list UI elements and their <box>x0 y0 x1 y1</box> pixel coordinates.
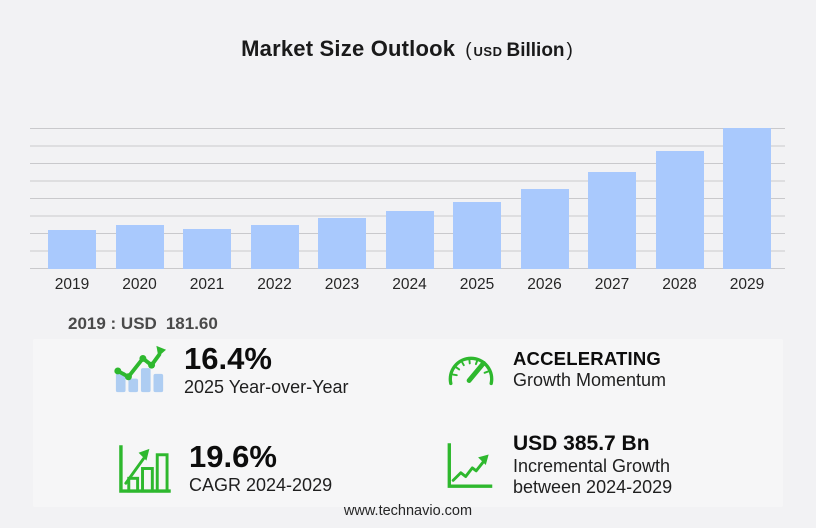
x-tick-label-2028: 2028 <box>662 276 697 293</box>
momentum-value: ACCELERATING <box>513 348 661 369</box>
x-tick-label-2020: 2020 <box>122 276 157 293</box>
line-chart-arrow-icon <box>447 442 493 488</box>
bar-2028 <box>655 150 704 269</box>
base-year-note-prefix: 2019 : USD <box>68 314 157 333</box>
x-tick-label-2023: 2023 <box>324 276 360 293</box>
bar-2020 <box>115 224 164 269</box>
yoy-label: 2025 Year-over-Year <box>184 376 349 397</box>
bar-2024 <box>385 211 434 269</box>
title-scale: Billion <box>506 40 565 61</box>
stat-cagr: 19.6% CAGR 2024-2029 <box>115 439 333 497</box>
bar-2025 <box>453 201 501 269</box>
title-paren-close: ) <box>566 40 573 61</box>
bar-series <box>30 113 785 269</box>
bar-chart-trend-up-icon <box>114 346 167 393</box>
bar-2023 <box>318 218 366 269</box>
stat-yoy-growth: 16.4% 2025 Year-over-Year <box>113 341 349 399</box>
title-paren-open: ( <box>465 40 472 61</box>
x-axis-labels: 2019 2020 2021 2022 2023 2024 2025 2026 2027 2028… <box>30 276 785 294</box>
x-tick-label-2026: 2026 <box>527 276 562 293</box>
bar-chart-growth-icon <box>119 445 171 493</box>
speedometer-icon <box>448 357 494 386</box>
website-url: www.technavio.com <box>343 503 473 519</box>
page-title: Market Size Outlook ( USD Billion ) <box>0 36 816 62</box>
base-year-note-value: 181.60 <box>165 314 218 333</box>
momentum-label: Growth Momentum <box>513 369 667 390</box>
chart-plot-area <box>30 113 785 269</box>
bar-2027 <box>588 171 636 269</box>
stat-growth-momentum: ACCELERATING Growth Momentum <box>446 348 667 392</box>
stat-incremental-growth: USD 385.7 Bn Incremental Growth between … <box>444 432 691 499</box>
bar-2022 <box>250 224 299 269</box>
incremental-value: USD 385.7 Bn <box>513 432 650 455</box>
yoy-value: 16.4% <box>184 341 272 376</box>
bar-2029 <box>723 127 771 269</box>
x-tick-label-2021: 2021 <box>189 276 225 293</box>
x-tick-label-2025: 2025 <box>459 276 495 293</box>
x-tick-label-2029: 2029 <box>729 276 765 293</box>
base-year-note: 2019 : USD 181.60 <box>68 314 218 334</box>
cagr-value: 19.6% <box>189 439 277 474</box>
cagr-label: CAGR 2024-2029 <box>189 474 333 495</box>
x-tick-label-2022: 2022 <box>257 276 292 293</box>
title-currency: USD <box>473 44 503 59</box>
bar-2019 <box>48 229 96 269</box>
bar-2026 <box>520 188 569 269</box>
incremental-label: Incremental Growth between 2024-2029 <box>513 455 673 498</box>
x-tick-label-2027: 2027 <box>594 276 630 293</box>
x-tick-label-2019: 2019 <box>54 276 90 293</box>
bar-2021 <box>183 229 231 269</box>
title-main: Market Size Outlook <box>241 36 456 61</box>
x-tick-label-2024: 2024 <box>392 276 427 293</box>
market-size-bar-chart: 2019 2020 2021 2022 2023 2024 2025 2026 2027 2028… <box>30 113 785 295</box>
